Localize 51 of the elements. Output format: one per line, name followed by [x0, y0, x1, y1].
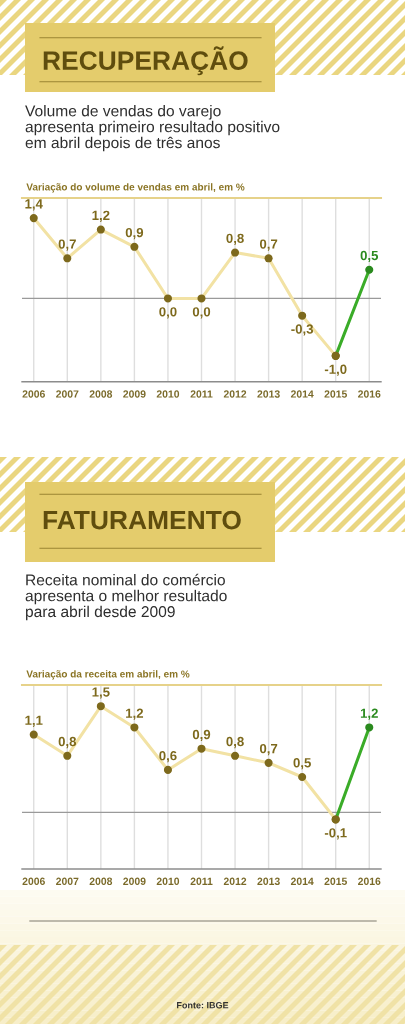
data-label: 1,1 [25, 715, 43, 727]
data-label: 0,7 [58, 239, 76, 251]
x-tick-label: 2009 [123, 390, 146, 398]
chart-subtitle: Receita nominal do comércio apresenta o melhor resultado para abril desde 2009 [25, 573, 227, 621]
data-label: 0,8 [226, 233, 244, 245]
data-label: 1,4 [25, 199, 43, 211]
data-label: 0,0 [192, 307, 211, 319]
data-label: 1,5 [92, 687, 110, 699]
data-label: 0,0 [159, 307, 177, 319]
data-label: 1,2 [126, 708, 144, 720]
x-tick-label: 2012 [223, 390, 247, 398]
data-label: 0,9 [192, 729, 211, 742]
x-tick-label: 2010 [156, 390, 180, 398]
data-label: -0,3 [291, 324, 314, 336]
data-label: -1,0 [324, 364, 347, 376]
x-tick-label: 2009 [123, 877, 146, 885]
data-label: 0,5 [293, 758, 311, 770]
data-label: -0,1 [324, 828, 347, 840]
x-tick-label: 2007 [56, 390, 79, 398]
x-tick-label: 2016 [358, 390, 381, 398]
data-label: 0,9 [125, 227, 144, 240]
data-label: 0,8 [58, 736, 77, 749]
chart-title: RECUPERAÇÃO [43, 46, 248, 76]
x-tick-label: 2013 [257, 877, 280, 885]
x-tick-label: 2015 [324, 390, 347, 398]
data-label: 0,5 [360, 250, 379, 263]
data-label: 1,2 [360, 708, 378, 720]
x-tick-label: 2014 [290, 390, 314, 398]
x-tick-label: 2008 [89, 390, 113, 398]
x-tick-label: 2006 [22, 390, 45, 398]
source-note: Fonte: IBGE [177, 1002, 229, 1009]
chart-subtitle: Volume de vendas do varejo apresenta primeiro resultado positivo em abril depois de três anos [25, 105, 280, 152]
x-tick-label: 2013 [257, 390, 280, 398]
data-label: 0,6 [159, 751, 177, 763]
x-tick-label: 2011 [190, 877, 213, 885]
x-tick-label: 2007 [56, 877, 79, 885]
x-tick-label: 2011 [190, 390, 213, 398]
x-tick-label: 2012 [223, 877, 247, 885]
data-label: 0,7 [259, 239, 278, 251]
chart-title: FATURAMENTO [43, 510, 241, 530]
data-label: 0,8 [226, 736, 244, 749]
x-tick-label: 2014 [290, 877, 314, 885]
y-axis-title: Variação da receita em abril, em % [26, 670, 190, 680]
y-axis-title: Variação do volume de vendas em abril, em % [26, 183, 245, 193]
x-tick-label: 2015 [324, 877, 347, 885]
x-tick-label: 2016 [358, 877, 381, 885]
data-label: 0,7 [259, 743, 278, 756]
data-label: 1,2 [92, 210, 110, 222]
x-tick-label: 2006 [22, 877, 45, 885]
x-tick-label: 2008 [89, 877, 113, 885]
x-tick-label: 2010 [156, 877, 180, 885]
